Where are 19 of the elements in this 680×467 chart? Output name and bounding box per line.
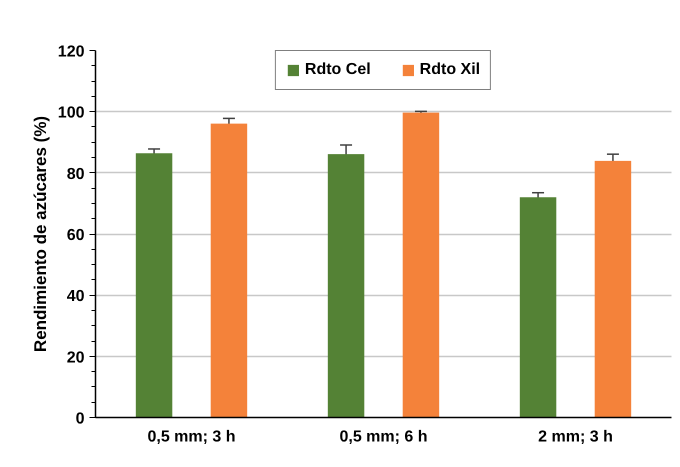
legend-label: Rdto Xil bbox=[420, 61, 480, 79]
y-tick-label: 100 bbox=[58, 104, 85, 122]
y-tick-label: 120 bbox=[58, 44, 85, 60]
y-tick-label: 20 bbox=[66, 349, 85, 366]
x-tick-label: 2 mm; 3 h bbox=[538, 428, 613, 446]
bar bbox=[594, 160, 632, 418]
y-tick-label: 40 bbox=[66, 288, 85, 306]
x-tick-label: 0,5 mm; 3 h bbox=[147, 428, 236, 446]
bar bbox=[136, 153, 172, 418]
y-tick-label: 0 bbox=[76, 410, 85, 428]
bar bbox=[210, 124, 248, 418]
legend-label: Rdto Cel bbox=[304, 61, 371, 79]
bar bbox=[520, 197, 556, 418]
y-tick-label: 80 bbox=[66, 166, 85, 183]
y-tick-label: 60 bbox=[66, 227, 85, 244]
bar bbox=[402, 112, 440, 418]
x-tick-label: 0,5 mm; 6 h bbox=[339, 428, 428, 446]
bar bbox=[328, 154, 364, 418]
y-axis-title: Rendimiento de azúcares (%) bbox=[30, 116, 50, 352]
